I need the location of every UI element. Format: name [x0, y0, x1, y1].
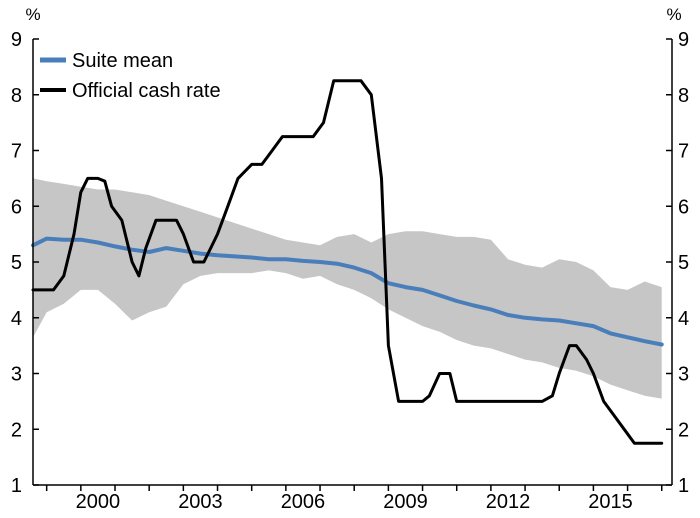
x-tick-label: 2006: [281, 491, 326, 513]
y-tick-label-left: 3: [11, 364, 22, 386]
y-tick-label-right: 5: [678, 252, 689, 274]
y-tick-label-right: 6: [678, 196, 689, 218]
y-tick-label-left: 8: [11, 85, 22, 107]
y-tick-label-left: 2: [11, 419, 22, 441]
official-cash-rate-line: [31, 79, 664, 445]
axis-layer: 1 1 2 2 3 3 4 4 5 5 6 6 7 7 8 8 9 9 2000 2003 2006 2009 2012 20…: [11, 29, 689, 513]
y-tick-label-left: 7: [11, 141, 22, 163]
y-tick-label-right: 2: [678, 419, 689, 441]
y-tick-label-right: 3: [678, 364, 689, 386]
range-band-layer: [33, 178, 662, 399]
y-tick-label-right: 8: [678, 85, 689, 107]
series-layer: [31, 79, 664, 445]
x-tick-label: 2009: [383, 491, 428, 513]
y-tick-label-left: 4: [11, 308, 22, 330]
legend-label: Suite mean: [72, 50, 173, 72]
x-tick-label: 2012: [486, 491, 531, 513]
y-tick-label-right: 1: [678, 475, 689, 497]
x-tick-label: 2015: [588, 491, 633, 513]
y-tick-label-left: 6: [11, 196, 22, 218]
legend: Suite mean Official cash rate: [40, 50, 221, 102]
left-unit-label: %: [25, 5, 40, 24]
y-tick-label-left: 9: [11, 29, 22, 51]
right-unit-label: %: [666, 5, 681, 24]
range-band: [33, 178, 662, 399]
y-tick-label-left: 1: [11, 475, 22, 497]
y-tick-label-right: 9: [678, 29, 689, 51]
x-tick-label: 2000: [76, 491, 121, 513]
legend-label: Official cash rate: [72, 80, 221, 102]
x-tick-label: 2003: [178, 491, 223, 513]
y-tick-label-left: 5: [11, 252, 22, 274]
suite-mean-line: [31, 236, 664, 347]
y-tick-label-right: 7: [678, 141, 689, 163]
y-tick-label-right: 4: [678, 308, 689, 330]
